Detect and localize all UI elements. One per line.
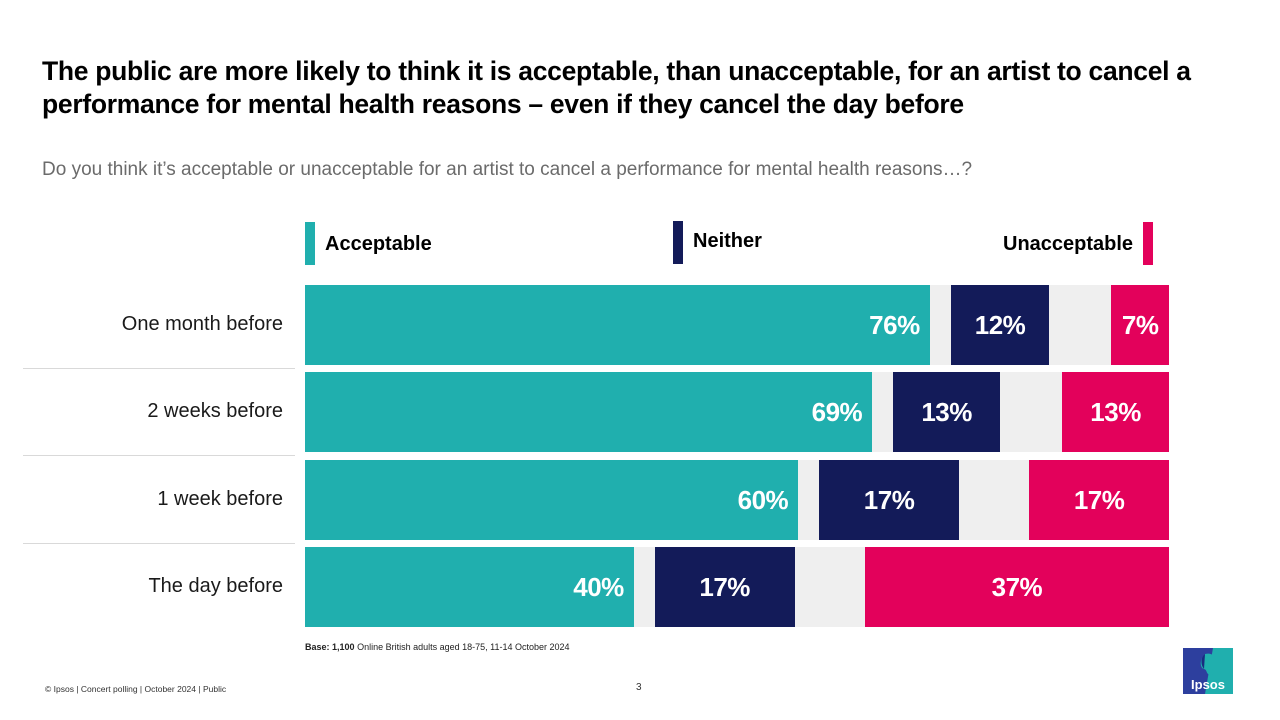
- legend-swatch-unacceptable: [1143, 222, 1154, 265]
- legend-label-acceptable: Acceptable: [325, 233, 432, 255]
- category-label: One month before: [121, 313, 283, 335]
- legend-label-neither: Neither: [693, 230, 762, 252]
- bar-unacceptable: 17%: [1029, 460, 1169, 540]
- data-label: 12%: [974, 309, 1026, 340]
- data-label: 37%: [991, 571, 1043, 602]
- row-divider: [23, 543, 295, 544]
- base-text: Online British adults aged 18-75, 11-14 …: [354, 642, 570, 652]
- row-divider: [23, 368, 295, 369]
- category-label: 1 week before: [157, 488, 283, 510]
- slide-title: The public are more likely to think it i…: [42, 56, 1191, 119]
- category-label: 2 weeks before: [147, 400, 283, 422]
- legend-swatch-acceptable: [305, 222, 315, 265]
- legend-item-neither: Neither: [673, 221, 772, 264]
- data-label: 17%: [863, 484, 915, 515]
- logo-text: Ipsos: [1191, 677, 1225, 692]
- bar-neither: 17%: [819, 460, 959, 540]
- bar-unacceptable: 37%: [864, 547, 1169, 627]
- legend-label-unacceptable: Unacceptable: [1003, 233, 1134, 255]
- data-label: 40%: [573, 571, 624, 602]
- data-label: 60%: [737, 484, 789, 515]
- data-label: 13%: [921, 396, 972, 427]
- data-label: 17%: [1073, 484, 1125, 515]
- page-number: 3: [636, 682, 642, 693]
- data-label: 17%: [699, 571, 750, 602]
- footer-text: © Ipsos | Concert polling | October 2024…: [45, 684, 227, 694]
- base-note: Base: 1,100 Online British adults aged 1…: [305, 642, 570, 652]
- data-label: 7%: [1121, 309, 1159, 340]
- bar-neither: 17%: [654, 547, 795, 627]
- ipsos-logo-icon: Ipsos: [1183, 648, 1233, 694]
- legend-item-acceptable: Acceptable: [305, 222, 442, 265]
- bar-acceptable: 60%: [305, 460, 799, 540]
- bar-acceptable: 76%: [305, 285, 930, 365]
- row-divider: [23, 455, 295, 456]
- bar-unacceptable: 13%: [1062, 372, 1169, 452]
- bar-acceptable: 40%: [305, 547, 634, 627]
- base-count: 1,100: [332, 642, 355, 652]
- data-label: 13%: [1090, 396, 1141, 427]
- slide-subtitle: Do you think it’s acceptable or unaccept…: [42, 159, 973, 180]
- bar-acceptable: 69%: [305, 372, 873, 452]
- bar-neither: 13%: [893, 372, 1001, 452]
- bar-neither: 12%: [950, 285, 1050, 365]
- category-label: The day before: [148, 575, 283, 597]
- bar-unacceptable: 7%: [1111, 285, 1169, 365]
- legend-swatch-neither: [673, 221, 683, 264]
- data-label: 76%: [869, 309, 920, 340]
- base-label: Base:: [305, 642, 330, 652]
- data-label: 69%: [811, 396, 863, 427]
- legend-item-unacceptable: Unacceptable: [1003, 222, 1154, 265]
